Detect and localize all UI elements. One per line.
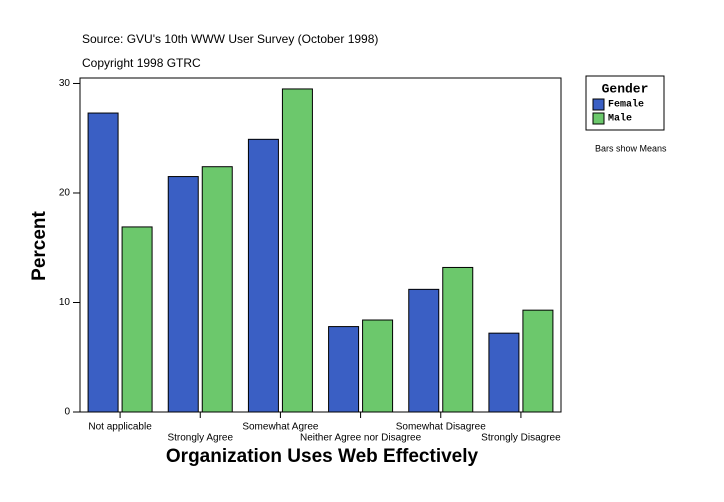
x-axis-title: Organization Uses Web Effectively bbox=[166, 446, 479, 467]
bar bbox=[167, 176, 199, 413]
bar bbox=[408, 288, 440, 413]
legend-swatch bbox=[592, 98, 605, 111]
x-tick-label: Neither Agree nor Disagree bbox=[300, 433, 422, 444]
bar bbox=[442, 266, 474, 413]
y-tick-label: 10 bbox=[59, 297, 71, 308]
legend-title: Gender bbox=[602, 81, 649, 96]
copyright: Copyright 1998 GTRC bbox=[82, 56, 201, 70]
y-tick-label: 0 bbox=[64, 407, 70, 418]
legend-label: Female bbox=[608, 99, 644, 111]
bar bbox=[522, 309, 554, 413]
y-axis-title: Percent bbox=[29, 210, 50, 280]
bar bbox=[201, 166, 233, 413]
plot-frame bbox=[79, 77, 562, 413]
legend-swatch bbox=[592, 112, 605, 125]
y-tick-label: 30 bbox=[59, 78, 71, 89]
bar bbox=[121, 226, 153, 413]
y-tick-label: 20 bbox=[59, 188, 71, 199]
x-tick-label: Somewhat Disagree bbox=[396, 422, 486, 433]
bar bbox=[87, 112, 119, 413]
legend-label: Male bbox=[608, 113, 632, 125]
bar bbox=[328, 326, 360, 413]
x-tick-label: Not applicable bbox=[88, 422, 152, 433]
bar bbox=[488, 332, 520, 413]
subtitle: Source: GVU's 10th WWW User Survey (Octo… bbox=[82, 32, 378, 46]
bar bbox=[281, 88, 313, 413]
x-tick-label: Strongly Agree bbox=[167, 433, 233, 444]
note: Bars show Means bbox=[595, 143, 667, 153]
x-tick-label: Somewhat Agree bbox=[242, 422, 319, 433]
bar bbox=[362, 319, 394, 413]
bar bbox=[247, 138, 279, 413]
x-tick-label: Strongly Disagree bbox=[481, 433, 561, 444]
